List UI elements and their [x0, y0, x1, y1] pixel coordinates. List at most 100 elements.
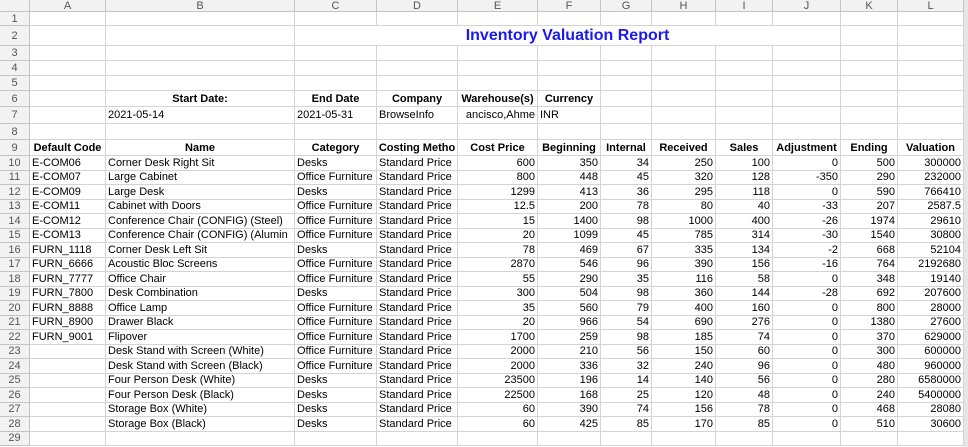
- number-cell[interactable]: 54: [601, 315, 652, 330]
- number-cell[interactable]: 48: [716, 388, 773, 403]
- filter-value[interactable]: BrowseInfo: [377, 107, 458, 124]
- text-cell[interactable]: FURN_9001: [30, 330, 106, 345]
- number-cell[interactable]: 0: [773, 330, 841, 345]
- text-cell[interactable]: Conference Chair (CONFIG) (Steel): [106, 214, 295, 229]
- text-cell[interactable]: Desks: [295, 417, 377, 432]
- number-cell[interactable]: 295: [652, 185, 716, 200]
- empty-cell[interactable]: [106, 431, 295, 446]
- empty-cell[interactable]: [716, 107, 773, 124]
- number-cell[interactable]: 207: [841, 199, 898, 214]
- row-header[interactable]: 14: [0, 214, 30, 229]
- number-cell[interactable]: 0: [773, 344, 841, 359]
- empty-cell[interactable]: [377, 431, 458, 446]
- number-cell[interactable]: 0: [773, 185, 841, 200]
- number-cell[interactable]: 448: [538, 170, 601, 185]
- number-cell[interactable]: 20: [458, 315, 538, 330]
- number-cell[interactable]: 35: [601, 272, 652, 287]
- number-cell[interactable]: 400: [652, 301, 716, 316]
- row-header[interactable]: 15: [0, 228, 30, 243]
- empty-cell[interactable]: [652, 12, 716, 26]
- number-cell[interactable]: 335: [652, 243, 716, 258]
- table-header[interactable]: Default Code: [30, 140, 106, 156]
- empty-cell[interactable]: [841, 76, 898, 91]
- empty-cell[interactable]: [538, 76, 601, 91]
- number-cell[interactable]: 280: [841, 373, 898, 388]
- row-header[interactable]: 10: [0, 156, 30, 171]
- text-cell[interactable]: Desks: [295, 373, 377, 388]
- text-cell[interactable]: FURN_7777: [30, 272, 106, 287]
- row-header[interactable]: 3: [0, 46, 30, 61]
- empty-cell[interactable]: [601, 91, 652, 107]
- number-cell[interactable]: 45: [601, 170, 652, 185]
- empty-cell[interactable]: [458, 431, 538, 446]
- row-header[interactable]: 21: [0, 315, 30, 330]
- filter-label[interactable]: Company: [377, 91, 458, 107]
- number-cell[interactable]: 60: [458, 417, 538, 432]
- row-header[interactable]: 7: [0, 107, 30, 124]
- empty-cell[interactable]: [716, 61, 773, 76]
- number-cell[interactable]: 170: [652, 417, 716, 432]
- row-header[interactable]: 12: [0, 185, 30, 200]
- text-cell[interactable]: Standard Price: [377, 257, 458, 272]
- empty-cell[interactable]: [652, 91, 716, 107]
- number-cell[interactable]: 764: [841, 257, 898, 272]
- text-cell[interactable]: Office Furniture: [295, 344, 377, 359]
- row-header[interactable]: 29: [0, 431, 30, 446]
- filter-value[interactable]: ancisco,Ahme: [458, 107, 538, 124]
- number-cell[interactable]: 546: [538, 257, 601, 272]
- text-cell[interactable]: Office Furniture: [295, 315, 377, 330]
- table-header[interactable]: Valuation: [898, 140, 964, 156]
- empty-cell[interactable]: [295, 12, 377, 26]
- empty-cell[interactable]: [898, 431, 964, 446]
- table-header[interactable]: Costing Metho: [377, 140, 458, 156]
- text-cell[interactable]: Desks: [295, 156, 377, 171]
- table-header[interactable]: Category: [295, 140, 377, 156]
- number-cell[interactable]: 210: [538, 344, 601, 359]
- number-cell[interactable]: 0: [773, 402, 841, 417]
- number-cell[interactable]: 276: [716, 315, 773, 330]
- row-header[interactable]: 22: [0, 330, 30, 345]
- number-cell[interactable]: 100: [716, 156, 773, 171]
- text-cell[interactable]: Office Furniture: [295, 199, 377, 214]
- column-header[interactable]: A: [30, 0, 106, 12]
- number-cell[interactable]: 300000: [898, 156, 964, 171]
- number-cell[interactable]: 240: [652, 359, 716, 374]
- empty-cell[interactable]: [458, 76, 538, 91]
- number-cell[interactable]: 0: [773, 388, 841, 403]
- column-header[interactable]: K: [841, 0, 898, 12]
- number-cell[interactable]: 27600: [898, 315, 964, 330]
- number-cell[interactable]: -33: [773, 199, 841, 214]
- text-cell[interactable]: Standard Price: [377, 170, 458, 185]
- number-cell[interactable]: 629000: [898, 330, 964, 345]
- number-cell[interactable]: 36: [601, 185, 652, 200]
- empty-cell[interactable]: [538, 61, 601, 76]
- number-cell[interactable]: 1700: [458, 330, 538, 345]
- number-cell[interactable]: 1099: [538, 228, 601, 243]
- empty-cell[interactable]: [773, 431, 841, 446]
- empty-cell[interactable]: [898, 12, 964, 26]
- column-header[interactable]: J: [773, 0, 841, 12]
- text-cell[interactable]: Storage Box (White): [106, 402, 295, 417]
- number-cell[interactable]: 168: [538, 388, 601, 403]
- empty-cell[interactable]: [652, 61, 716, 76]
- number-cell[interactable]: 150: [652, 344, 716, 359]
- row-header[interactable]: 11: [0, 170, 30, 185]
- text-cell[interactable]: Standard Price: [377, 228, 458, 243]
- text-cell[interactable]: Conference Chair (CONFIG) (Alumin: [106, 228, 295, 243]
- number-cell[interactable]: 22500: [458, 388, 538, 403]
- empty-cell[interactable]: [601, 431, 652, 446]
- text-cell[interactable]: Desk Stand with Screen (Black): [106, 359, 295, 374]
- table-header[interactable]: Received: [652, 140, 716, 156]
- text-cell[interactable]: Office Chair: [106, 272, 295, 287]
- number-cell[interactable]: 668: [841, 243, 898, 258]
- text-cell[interactable]: Desks: [295, 286, 377, 301]
- empty-cell[interactable]: [106, 26, 295, 46]
- number-cell[interactable]: 259: [538, 330, 601, 345]
- empty-cell[interactable]: [716, 46, 773, 61]
- number-cell[interactable]: 560: [538, 301, 601, 316]
- number-cell[interactable]: 0: [773, 417, 841, 432]
- number-cell[interactable]: 40: [716, 199, 773, 214]
- empty-cell[interactable]: [538, 124, 601, 140]
- text-cell[interactable]: Standard Price: [377, 199, 458, 214]
- text-cell[interactable]: Office Furniture: [295, 228, 377, 243]
